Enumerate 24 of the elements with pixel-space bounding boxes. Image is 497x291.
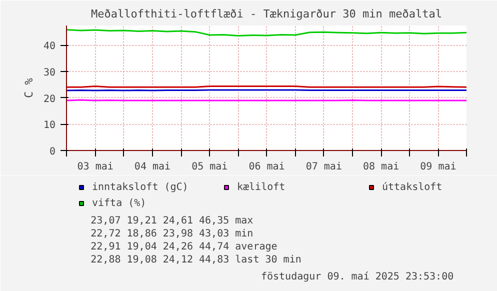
y-tick-label: 30: [43, 68, 56, 79]
legend-label: kæliloft: [237, 181, 286, 193]
x-tick-label: 04 mai: [134, 162, 171, 172]
y-tick-label: 20: [43, 94, 56, 105]
legend-label: úttaksloft: [382, 181, 444, 193]
x-tick-label: 03 mai: [77, 162, 114, 172]
line-series: [66, 28, 466, 37]
x-tick-label: 09 mai: [420, 162, 456, 172]
y-axis-title: C %: [22, 78, 36, 98]
x-tick-label: 05 mai: [192, 162, 228, 172]
chart-title: Meðallofthiti-loftflæði - Tæknigarður 30 min meðaltal: [91, 8, 442, 20]
legend-label: inntaksloft (gC): [92, 181, 190, 193]
text: 23,07 19,21 24,61 46,35 max: [90, 216, 254, 226]
text: föstudagur 09. maí 2025 23:53:00: [260, 272, 454, 282]
y-tick-label: 10: [43, 120, 56, 132]
x-tick-label: 06 mai: [248, 162, 285, 172]
x-tick-label: 08 mai: [363, 162, 400, 172]
x-tick-label: 07 mai: [306, 162, 342, 172]
text: 22,91 19,04 24,26 44,74 average: [90, 242, 278, 252]
text: 22,88 19,08 24,12 44,83 last 30 min: [90, 254, 302, 266]
text: 22,72 18,86 23,98 43,03 min: [90, 228, 254, 240]
y-tick-label: 0: [49, 146, 56, 158]
y-tick-label: 40: [43, 41, 56, 52]
legend-label: vifta (%): [92, 197, 148, 209]
